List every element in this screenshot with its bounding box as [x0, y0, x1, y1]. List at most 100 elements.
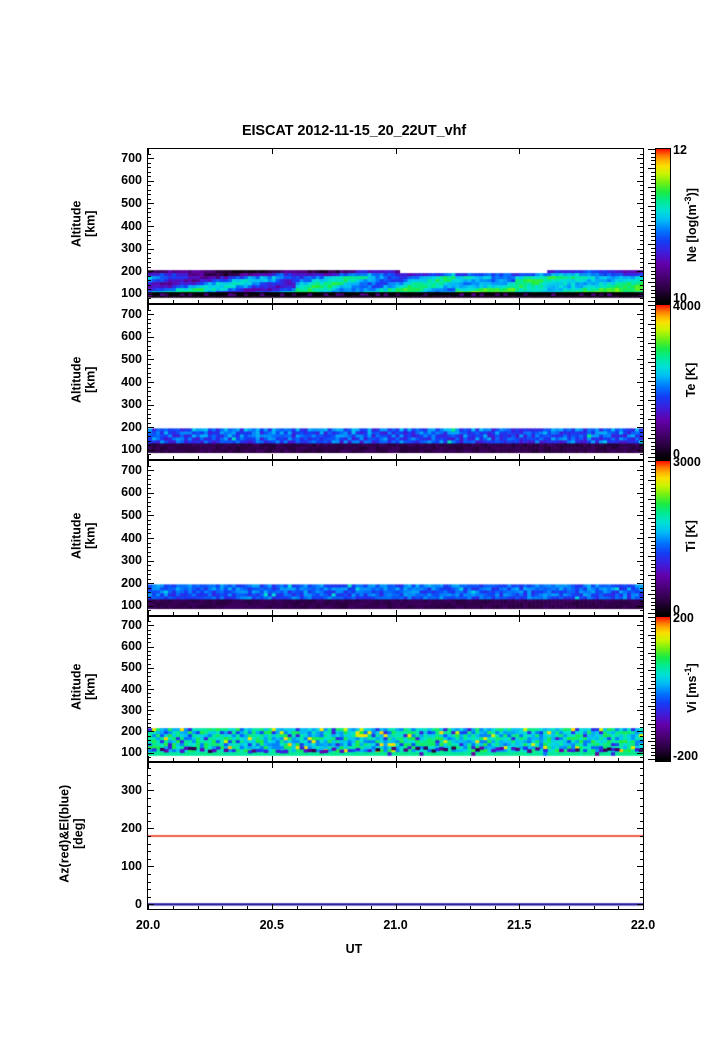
- y-minor-tick-right: [640, 484, 644, 485]
- y-minor-tick-right: [640, 882, 644, 883]
- y-minor-tick: [147, 813, 151, 814]
- colorbar-tick: [651, 373, 655, 374]
- y-minor-tick: [147, 400, 151, 401]
- colorbar-tick: [651, 351, 655, 352]
- x-minor-tick: [470, 758, 471, 762]
- y-minor-tick-right: [640, 821, 644, 822]
- y-minor-tick: [147, 262, 151, 263]
- x-minor-tick: [222, 758, 223, 762]
- x-minor-tick: [569, 906, 570, 910]
- y-minor-tick: [147, 714, 151, 715]
- x-tick-label: 20.0: [135, 918, 161, 932]
- y-minor-tick: [147, 221, 151, 222]
- y-minor-tick: [147, 681, 151, 682]
- y-tick-mark-right: [637, 710, 644, 711]
- colorbar-tick: [651, 404, 655, 405]
- x-tick-mark: [148, 904, 149, 910]
- x-minor-tick: [495, 300, 496, 304]
- colorbar-tick: [651, 571, 655, 572]
- y-tick-label: 400: [121, 530, 142, 545]
- y-minor-tick-right: [640, 414, 644, 415]
- y-tick-mark: [147, 904, 154, 905]
- x-minor-tick: [544, 906, 545, 910]
- y-tick-mark: [147, 625, 154, 626]
- colorbar-tick: [651, 423, 655, 424]
- y-axis-label-line1: Altitude: [69, 663, 84, 711]
- colorbar-tick: [651, 335, 655, 336]
- colorbar-tick: [651, 507, 655, 508]
- y-tick-mark-right: [637, 382, 644, 383]
- y-minor-tick-right: [640, 693, 644, 694]
- y-minor-tick: [147, 744, 151, 745]
- x-minor-tick: [321, 456, 322, 460]
- x-tick-mark: [272, 756, 273, 762]
- y-minor-tick: [147, 199, 151, 200]
- y-tick-mark: [147, 450, 154, 451]
- x-minor-tick: [371, 612, 372, 616]
- colorbar-title-main: Ti [K]: [684, 520, 698, 552]
- colorbar-title-main: Ne [log(m: [685, 204, 700, 263]
- x-tick-mark-top: [643, 304, 644, 310]
- y-minor-tick: [147, 506, 151, 507]
- x-tick-mark: [396, 454, 397, 460]
- y-axis-label-line2: [km]: [83, 210, 97, 237]
- y-minor-tick-right: [640, 556, 644, 557]
- y-minor-tick: [147, 621, 151, 622]
- y-minor-tick-right: [640, 638, 644, 639]
- colorbar-tick: [651, 157, 655, 158]
- y-minor-tick-right: [640, 775, 644, 776]
- y-minor-tick-right: [640, 597, 644, 598]
- colorbar-tick: [651, 191, 655, 192]
- y-tick-mark-right: [637, 427, 644, 428]
- y-minor-tick-right: [640, 714, 644, 715]
- y-minor-tick: [147, 570, 151, 571]
- y-tick-mark-right: [637, 314, 644, 315]
- colorbar-tick: [651, 217, 655, 218]
- x-tick-mark-top: [148, 148, 149, 154]
- y-tick-mark: [147, 337, 154, 338]
- y-minor-tick: [147, 836, 151, 837]
- x-tick-label: 20.5: [259, 918, 284, 932]
- y-minor-tick: [147, 719, 151, 720]
- colorbar-tick: [651, 605, 655, 606]
- colorbar-tick: [651, 645, 655, 646]
- x-minor-tick: [371, 456, 372, 460]
- y-minor-tick: [147, 736, 151, 737]
- colorbar-tick: [648, 617, 655, 618]
- y-tick-mark: [147, 731, 154, 732]
- x-tick-label: 22.0: [630, 918, 656, 932]
- colorbar-tick: [651, 430, 655, 431]
- x-tick-mark-top: [519, 460, 520, 466]
- y-minor-tick-right: [640, 681, 644, 682]
- y-axis-label-line2: [deg]: [71, 818, 85, 850]
- colorbar-tick: [651, 598, 655, 599]
- colorbar-tick: [651, 674, 655, 675]
- y-tick-label: 600: [121, 485, 142, 500]
- y-minor-tick-right: [640, 874, 644, 875]
- colorbar-tick: [651, 389, 655, 390]
- y-tick-mark-right: [637, 158, 644, 159]
- y-minor-tick: [147, 740, 151, 741]
- colorbar-tick: [651, 734, 655, 735]
- y-minor-tick: [147, 697, 151, 698]
- colorbar-tick: [648, 362, 655, 363]
- colorbar-tick: [651, 552, 655, 553]
- y-minor-tick-right: [640, 634, 644, 635]
- colorbar-tick: [648, 537, 655, 538]
- y-minor-tick: [147, 638, 151, 639]
- colorbar-tick: [651, 491, 655, 492]
- y-minor-tick: [147, 154, 151, 155]
- y-tick-mark: [147, 181, 154, 182]
- colorbar-gradient: [656, 305, 670, 459]
- x-minor-tick: [544, 456, 545, 460]
- colorbar-tick: [651, 408, 655, 409]
- colorbar-tick: [651, 290, 655, 291]
- x-tick-mark-top: [396, 616, 397, 622]
- x-tick-mark: [396, 904, 397, 910]
- y-minor-tick: [147, 172, 151, 173]
- y-minor-tick: [147, 167, 151, 168]
- colorbar-tick: [651, 702, 655, 703]
- y-tick-mark: [147, 583, 154, 584]
- x-tick-mark: [148, 610, 149, 616]
- y-minor-tick-right: [640, 289, 644, 290]
